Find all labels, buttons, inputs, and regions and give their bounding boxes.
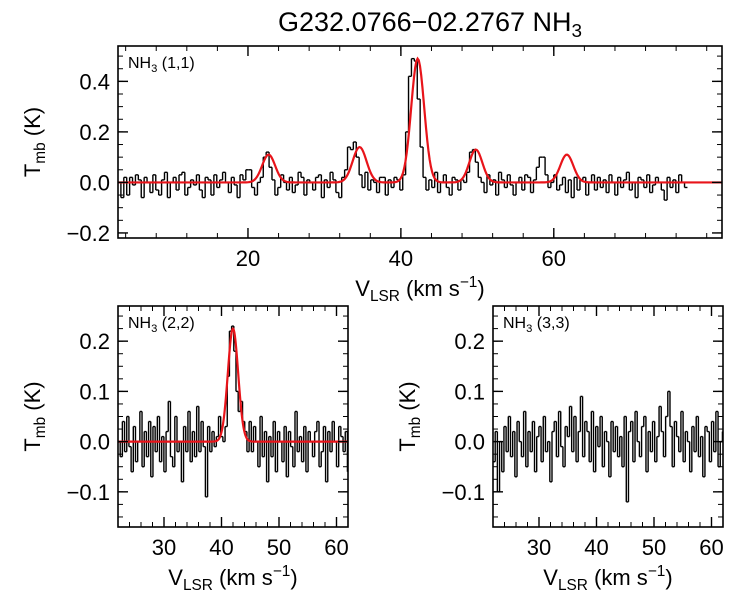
chart-p11-ytick-label: 0.0 [79, 170, 110, 195]
chart-p33-panel-label-sub: 3 [526, 323, 532, 335]
chart-p33-xtick-label: 30 [527, 535, 551, 560]
panel-nh3-3-3: 30 40 50 60 −0.1 0.0 0.1 0.2 NH3 (3,3) VLSR (km s… [395, 305, 724, 594]
chart-p22-series-histogram [118, 325, 348, 498]
chart-p33-frame [492, 305, 724, 528]
chart-p33-x-axis-label-sub: LSR [558, 577, 588, 594]
chart-p11-panel-label-rest: (1,1) [157, 55, 194, 72]
chart-p22-y-axis-label-rest: (K) [20, 381, 45, 416]
chart-p11-x-axis-label: VLSR (km s−1) [355, 274, 484, 305]
chart-p22-ytick-label: 0.0 [79, 430, 110, 455]
chart-p22-x-axis-label-end: ) [290, 565, 297, 590]
chart-p22-x-axis-label-rest: (km s [213, 565, 273, 590]
chart-p33-ytick-label: 0.2 [454, 329, 485, 354]
chart-p33-x-axis-label-rest: (km s [588, 565, 648, 590]
chart-p22-x-axis-label-sub: LSR [183, 577, 213, 594]
chart-p33-panel-label-main: NH [503, 315, 526, 332]
chart-p11-ytick-label: 0.2 [79, 120, 110, 145]
chart-p11-y-axis-label-sub: mb [32, 142, 49, 163]
chart-p33-panel-label: NH3 (3,3) [503, 315, 570, 335]
chart-p22-xtick-label: 30 [152, 535, 176, 560]
chart-p33-x-axis-label-main: V [543, 565, 558, 590]
chart-p11-x-axis-label-end: ) [477, 276, 484, 301]
chart-p33-xtick-label: 40 [584, 535, 608, 560]
chart-p22-ytick-label: −0.1 [67, 480, 110, 505]
chart-p22-panel-label-rest: (2,2) [157, 315, 194, 332]
chart-p33-panel-label-rest: (3,3) [532, 315, 569, 332]
chart-p33-y-axis-label-rest: (K) [395, 381, 420, 416]
chart-p22-panel-label-main: NH [128, 315, 151, 332]
chart-p11-xtick-label: 20 [236, 246, 260, 271]
chart-p33-y-axis-label-main: T [395, 438, 420, 451]
chart-p33-xtick-label: 60 [699, 535, 723, 560]
chart-p33-x-axis-label-sup: −1 [648, 563, 666, 580]
chart-p22-panel-label: NH3 (2,2) [128, 315, 195, 335]
chart-p11-panel-label: NH3 (1,1) [128, 55, 195, 75]
chart-p11-y-axis-label-main: T [20, 164, 45, 177]
chart-p11-panel-label-main: NH [128, 55, 151, 72]
chart-p11-fit-curve [118, 56, 722, 184]
figure-title-main: G232.0766−02.2767 NH [278, 7, 571, 37]
chart-p22-y-axis-label-sub: mb [32, 417, 49, 438]
chart-p33-x-axis-label: VLSR (km s−1) [543, 563, 672, 594]
chart-p33-xtick-label: 50 [642, 535, 666, 560]
chart-p11-y-axis-label-rest: (K) [20, 107, 45, 142]
chart-p22-x-axis-label-sup: −1 [273, 563, 291, 580]
chart-p22-ytick-label: 0.2 [79, 329, 110, 354]
chart-p11-x-axis-label-main: V [355, 276, 370, 301]
chart-p22-frame [117, 305, 349, 528]
chart-p22-xtick-label: 50 [267, 535, 291, 560]
chart-p33-series-histogram [493, 390, 723, 503]
chart-p11-series-gaussians [118, 56, 722, 184]
chart-p22-y-axis-label: Tmb (K) [20, 381, 49, 451]
chart-p22-xtick-label: 60 [324, 535, 348, 560]
chart-p11-x-axis-label-sup: −1 [460, 274, 478, 291]
chart-p22-panel-label-sub: 3 [151, 323, 157, 335]
chart-p33-y-axis-label: Tmb (K) [395, 381, 424, 451]
chart-p22-x-axis-label-main: V [168, 565, 183, 590]
figure-title: G232.0766−02.2767 NH3 [278, 7, 582, 42]
chart-p11-xtick-label: 40 [389, 246, 413, 271]
chart-p22-y-axis-label-main: T [20, 438, 45, 451]
figure-title-subscript: 3 [571, 21, 582, 42]
chart-p22-ytick-label: 0.1 [79, 379, 110, 404]
chart-p22-series-gaussians [118, 327, 348, 443]
chart-p33-ytick-label: 0.0 [454, 430, 485, 455]
chart-p11-x-axis-label-sub: LSR [370, 288, 400, 305]
chart-p11-frame [117, 45, 723, 239]
chart-p33-ytick-label: 0.1 [454, 379, 485, 404]
chart-p22-fit-curve [118, 327, 348, 443]
chart-p33-ytick-label: −0.1 [442, 480, 485, 505]
panel-nh3-2-2: 30 40 50 60 −0.1 0.0 0.1 0.2 NH3 (2,2) VLSR (km s… [20, 305, 349, 594]
chart-p22-xtick-label: 40 [209, 535, 233, 560]
chart-p11-x-axis-label-rest: (km s [400, 276, 460, 301]
chart-p11-panel-label-sub: 3 [151, 63, 157, 75]
chart-p11-y-axis-label: Tmb (K) [20, 107, 49, 177]
chart-p11-ytick-label: −0.2 [67, 221, 110, 246]
chart-p11-ytick-label: 0.4 [79, 69, 110, 94]
chart-p11-xtick-label: 60 [542, 246, 566, 271]
chart-p33-x-axis-label-end: ) [665, 565, 672, 590]
chart-p22-x-axis-label: VLSR (km s−1) [168, 563, 297, 594]
chart-p11-series-histogram [118, 57, 688, 201]
chart-p33-y-axis-label-sub: mb [407, 417, 424, 438]
panel-nh3-1-1: 20 40 60 −0.2 0.0 0.2 0.4 NH3 (1,1) VLSR (km s−1… [20, 45, 723, 305]
